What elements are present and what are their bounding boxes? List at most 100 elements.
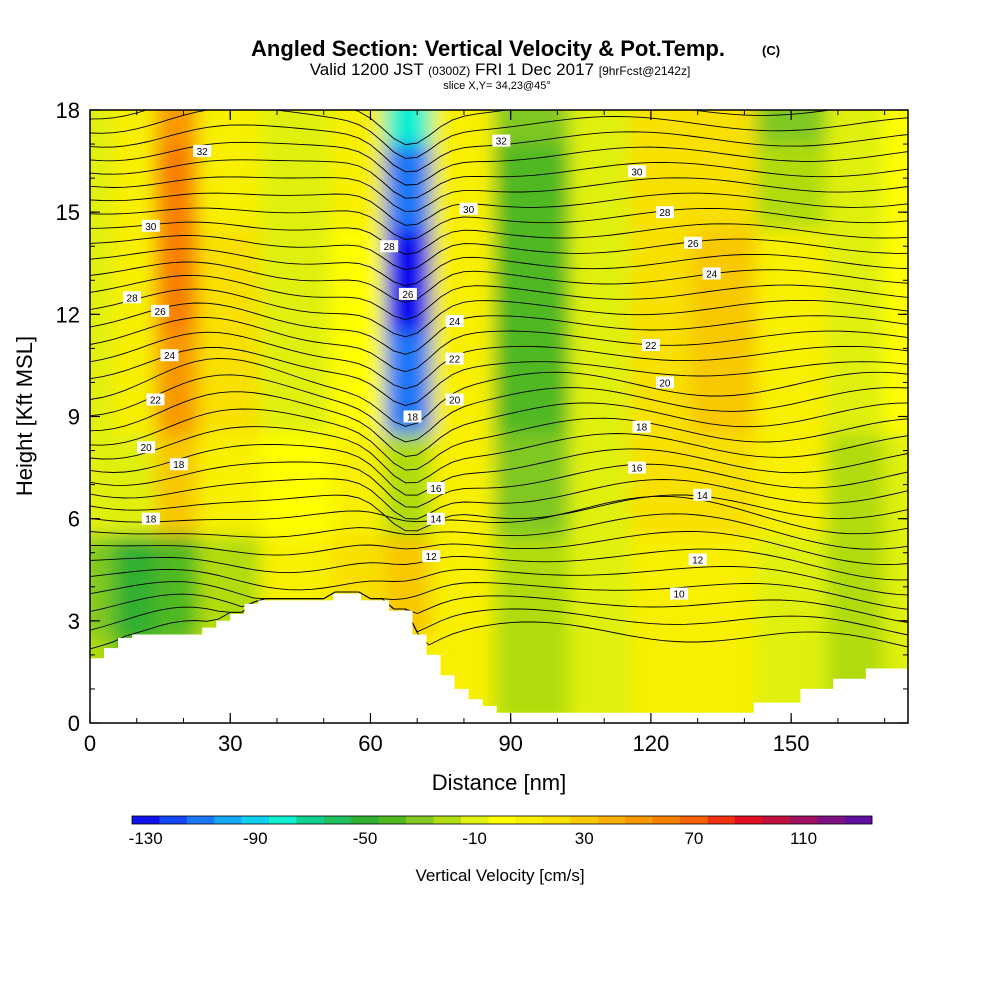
theta-contour-line: [90, 443, 908, 496]
velocity-cell: [690, 637, 756, 723]
velocity-cell: [494, 637, 570, 723]
theta-contour-line: [90, 176, 908, 213]
velocity-cell: [431, 144, 495, 230]
colorbar-tick-label: 30: [575, 829, 594, 848]
svg-text:20: 20: [449, 396, 461, 407]
velocity-cell: [756, 535, 827, 638]
theta-contour-line: [90, 581, 908, 610]
velocity-cell: [569, 637, 633, 723]
theta-contour-label: 18: [403, 410, 422, 424]
theta-contour-line: [90, 494, 908, 532]
y-tick-label: 12: [56, 302, 80, 327]
svg-text:26: 26: [155, 307, 167, 318]
svg-text:18: 18: [636, 423, 648, 434]
velocity-cell: [826, 144, 885, 230]
plot-area: 32 30 28 26 24 22 20 18 18 28 26 18 32 30 24 22 20 16 14 12…: [90, 110, 908, 723]
theta-contour-label: 24: [702, 267, 721, 281]
theta-contour-line: [90, 274, 908, 320]
theta-contour-line: [90, 207, 908, 240]
velocity-cell: [90, 535, 114, 638]
velocity-cell: [884, 535, 908, 638]
colorbar-tick-label: 110: [790, 829, 817, 848]
svg-text:28: 28: [127, 293, 139, 304]
theta-contour-label: 20: [137, 441, 156, 454]
theta-contour-line: [90, 591, 908, 624]
theta-contours: [90, 110, 908, 650]
y-axis-label: Height [Kft MSL]: [12, 336, 37, 496]
velocity-cell: [756, 229, 827, 332]
colorbar-swatch: [186, 816, 215, 824]
velocity-cell: [884, 144, 908, 230]
colorbar-swatch: [460, 816, 489, 824]
velocity-cell: [690, 110, 756, 145]
colorbar-swatch: [296, 816, 325, 824]
colorbar-swatch: [707, 816, 736, 824]
theta-contour-line: [90, 316, 908, 373]
theta-contour-label: 22: [445, 352, 464, 366]
velocity-cell: [690, 535, 756, 638]
velocity-cell: [113, 535, 156, 638]
colorbar-swatch: [680, 816, 708, 824]
colorbar-swatch: [159, 816, 188, 824]
svg-text:32: 32: [197, 147, 209, 158]
theta-contour-label: 18: [169, 458, 188, 471]
axes: 0 30 60 90 120 150 0 3 6 9 12 15 18: [56, 98, 908, 756]
colorbar-swatch: [323, 816, 352, 824]
theta-contour-label: 26: [151, 304, 170, 318]
svg-text:20: 20: [141, 443, 153, 454]
chart-title: Angled Section: Vertical Velocity & Pot.…: [251, 36, 725, 61]
velocity-cell: [632, 535, 691, 638]
svg-text:22: 22: [150, 396, 162, 407]
colorbar-swatch: [597, 816, 626, 824]
svg-text:28: 28: [384, 242, 396, 253]
svg-text:18: 18: [145, 515, 157, 526]
velocity-cell: [155, 144, 198, 230]
velocity-cell: [756, 144, 827, 230]
svg-text:30: 30: [631, 167, 643, 178]
colorbar-tick-label: -10: [462, 829, 487, 848]
colorbar-swatch: [488, 816, 517, 824]
velocity-cell: [330, 110, 385, 145]
x-tick-label: 60: [358, 731, 382, 756]
svg-text:32: 32: [496, 137, 508, 148]
velocity-cell: [884, 229, 908, 332]
colorbar-swatch: [789, 816, 818, 824]
theta-contour-label: 32: [492, 134, 511, 148]
theta-contour-line: [90, 495, 908, 535]
x-tick-label: 0: [84, 731, 96, 756]
theta-contour-label: 24: [445, 315, 464, 328]
velocity-cell: [113, 331, 156, 434]
theta-contour-line: [90, 331, 908, 390]
theta-contour-line: [90, 248, 908, 287]
valid-date: FRI 1 Dec 2017: [475, 60, 594, 79]
theta-contour-line: [90, 426, 908, 484]
svg-text:24: 24: [164, 351, 176, 362]
velocity-cell: [494, 535, 570, 638]
y-tick-label: 15: [56, 200, 80, 225]
svg-text:24: 24: [449, 317, 461, 328]
x-tick-label: 150: [773, 731, 810, 756]
theta-contour-line: [90, 235, 908, 271]
svg-text:26: 26: [687, 239, 699, 250]
colorbar-swatch: [817, 816, 845, 824]
theta-contour-label: 12: [422, 550, 441, 563]
colorbar-swatch: [214, 816, 242, 824]
theta-contour-line: [90, 159, 908, 199]
colorbar-swatch: [734, 816, 763, 824]
colorbar-swatch: [351, 816, 379, 824]
theta-contour-line: [90, 478, 908, 520]
y-tick-label: 18: [56, 98, 80, 123]
colorbar: -130 -90 -50 -10 30 70 110: [129, 815, 873, 848]
theta-contour-line: [90, 221, 908, 255]
theta-contour-label: 28: [655, 206, 674, 219]
y-tick-label: 3: [68, 609, 80, 634]
x-tick-label: 90: [498, 731, 522, 756]
velocity-cell: [330, 433, 385, 536]
colorbar-tick-label: 70: [684, 829, 703, 848]
theta-contour-line: [90, 288, 908, 338]
theta-contour-line: [90, 357, 908, 427]
velocity-cell: [569, 110, 633, 145]
velocity-cell: [431, 110, 495, 145]
svg-text:10: 10: [673, 590, 685, 601]
